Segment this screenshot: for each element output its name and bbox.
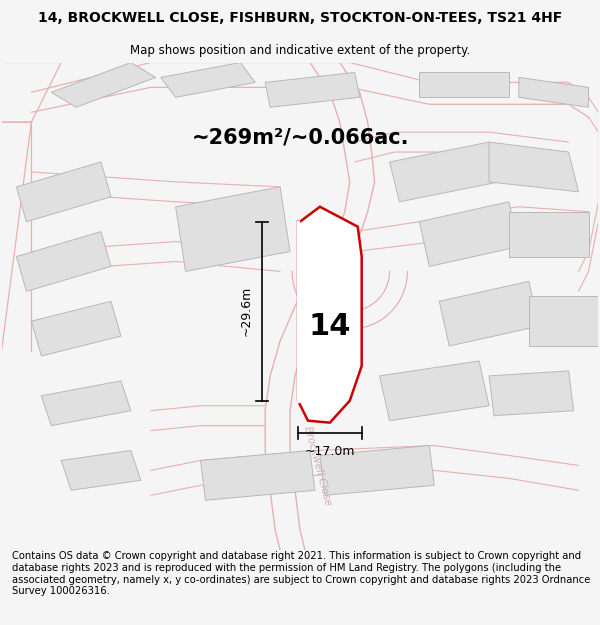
Polygon shape <box>16 232 111 291</box>
Polygon shape <box>509 212 589 256</box>
Polygon shape <box>439 281 539 346</box>
Text: Map shows position and indicative extent of the property.: Map shows position and indicative extent… <box>130 44 470 58</box>
Polygon shape <box>320 446 434 495</box>
Text: 14, BROCKWELL CLOSE, FISHBURN, STOCKTON-ON-TEES, TS21 4HF: 14, BROCKWELL CLOSE, FISHBURN, STOCKTON-… <box>38 11 562 25</box>
Polygon shape <box>61 451 141 490</box>
Polygon shape <box>529 296 598 346</box>
Text: Brockwell Close: Brockwell Close <box>302 425 334 506</box>
Polygon shape <box>51 62 156 107</box>
Polygon shape <box>419 72 509 98</box>
Text: ~269m²/~0.066ac.: ~269m²/~0.066ac. <box>191 127 409 147</box>
Text: ~29.6m: ~29.6m <box>239 286 252 336</box>
Polygon shape <box>419 202 519 266</box>
Polygon shape <box>519 78 589 108</box>
Polygon shape <box>200 451 315 500</box>
Polygon shape <box>41 381 131 426</box>
Text: Contains OS data © Crown copyright and database right 2021. This information is : Contains OS data © Crown copyright and d… <box>12 551 590 596</box>
Polygon shape <box>380 361 489 421</box>
Polygon shape <box>31 301 121 356</box>
Polygon shape <box>265 72 359 107</box>
Polygon shape <box>298 207 362 422</box>
Polygon shape <box>389 142 499 202</box>
Polygon shape <box>489 371 574 416</box>
Polygon shape <box>16 162 111 222</box>
Polygon shape <box>489 142 578 192</box>
Polygon shape <box>176 187 290 271</box>
Text: 14: 14 <box>308 312 351 341</box>
Text: ~17.0m: ~17.0m <box>305 444 355 458</box>
Polygon shape <box>161 62 255 98</box>
